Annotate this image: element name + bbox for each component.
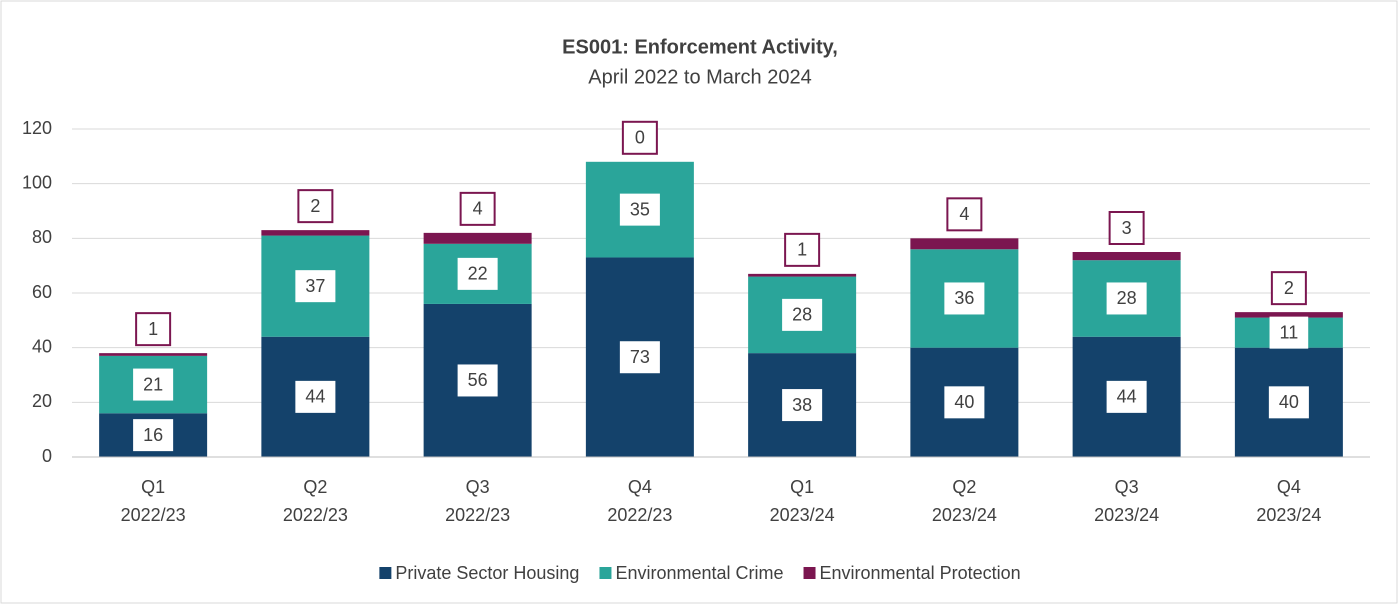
y-tick-label: 40: [32, 336, 52, 356]
legend-label: Environmental Protection: [820, 563, 1021, 583]
y-tick-label: 120: [22, 118, 52, 138]
data-label-box: [457, 364, 498, 397]
data-label: 28: [1117, 288, 1137, 308]
data-label-box: [619, 193, 660, 226]
data-label-box: [457, 257, 498, 290]
data-label: 2: [310, 196, 320, 216]
bar-segment: [1234, 312, 1343, 318]
bar-segment: [99, 353, 208, 356]
y-tick-label: 20: [32, 391, 52, 411]
data-label-box: [295, 270, 336, 303]
data-label: 40: [954, 392, 974, 412]
data-label-box: [1270, 271, 1307, 306]
data-label-box: [782, 389, 823, 422]
data-label-box: [1106, 282, 1147, 315]
data-label: 0: [635, 128, 645, 148]
x-tick-label: 2023/24: [770, 505, 835, 525]
data-label-box: [459, 191, 496, 226]
y-tick-label: 0: [42, 446, 52, 466]
x-tick-label: Q2: [303, 477, 327, 497]
data-label: 28: [792, 305, 812, 325]
legend-swatch: [599, 567, 612, 579]
bar-segment: [423, 232, 532, 244]
x-tick-label: Q4: [1277, 477, 1301, 497]
data-label: 16: [143, 425, 163, 445]
data-label-box: [297, 189, 334, 224]
data-label: 22: [468, 264, 488, 284]
data-label: 4: [959, 204, 969, 224]
chart-title: ES001: Enforcement Activity,: [562, 36, 838, 58]
data-label: 56: [468, 370, 488, 390]
data-label-box: [944, 282, 985, 315]
bar-segment: [1072, 252, 1181, 261]
x-tick-label: Q1: [141, 477, 165, 497]
x-tick-label: Q2: [952, 477, 976, 497]
legend-swatch: [803, 567, 816, 579]
data-label: 36: [954, 288, 974, 308]
x-tick-label: 2022/23: [445, 505, 510, 525]
legend-label: Environmental Crime: [615, 563, 783, 583]
data-label: 11: [1280, 322, 1299, 342]
data-label: 3: [1122, 218, 1132, 238]
data-label: 37: [305, 276, 325, 296]
data-label-box: [133, 419, 174, 452]
x-tick-label: Q4: [628, 477, 652, 497]
y-tick-label: 100: [22, 172, 52, 192]
data-label: 1: [797, 240, 807, 260]
x-tick-label: Q1: [790, 477, 814, 497]
data-label-box: [1108, 211, 1145, 245]
data-label-box: [946, 197, 983, 232]
bar-segment: [261, 230, 370, 236]
data-label-box: [295, 380, 336, 413]
data-label: 21: [143, 374, 163, 394]
x-tick-label: 2023/24: [932, 505, 997, 525]
data-label-box: [784, 232, 821, 267]
data-label: 4: [473, 199, 483, 219]
data-label: 44: [305, 387, 325, 407]
data-label: 73: [630, 347, 650, 367]
data-label-box: [1106, 380, 1147, 413]
data-label-box: [135, 312, 172, 347]
data-label-box: [621, 120, 658, 155]
data-label: 40: [1279, 392, 1299, 412]
data-label-box: [133, 368, 174, 401]
x-tick-label: 2022/23: [121, 505, 186, 525]
bar-segment: [910, 238, 1019, 250]
data-label: 35: [630, 199, 650, 219]
data-label: 1: [148, 319, 158, 339]
chart-subtitle: April 2022 to March 2024: [588, 66, 811, 88]
x-tick-label: 2023/24: [1094, 505, 1159, 525]
legend-swatch: [379, 567, 392, 579]
data-label-box: [1268, 386, 1309, 419]
x-tick-label: 2022/23: [607, 505, 672, 525]
bar-segment: [748, 273, 857, 277]
data-label: 2: [1284, 278, 1294, 298]
x-tick-label: Q3: [1115, 477, 1139, 497]
data-label-box: [782, 298, 823, 331]
data-label: 38: [792, 395, 812, 415]
data-label-box: [1269, 316, 1309, 349]
data-label-box: [619, 341, 660, 374]
data-label-box: [944, 386, 985, 419]
y-tick-label: 60: [32, 282, 52, 302]
x-tick-label: 2022/23: [283, 505, 348, 525]
x-tick-label: Q3: [466, 477, 490, 497]
y-tick-label: 80: [32, 227, 52, 247]
data-label: 44: [1117, 387, 1137, 407]
legend-label: Private Sector Housing: [395, 563, 579, 583]
x-tick-label: 2023/24: [1256, 505, 1321, 525]
